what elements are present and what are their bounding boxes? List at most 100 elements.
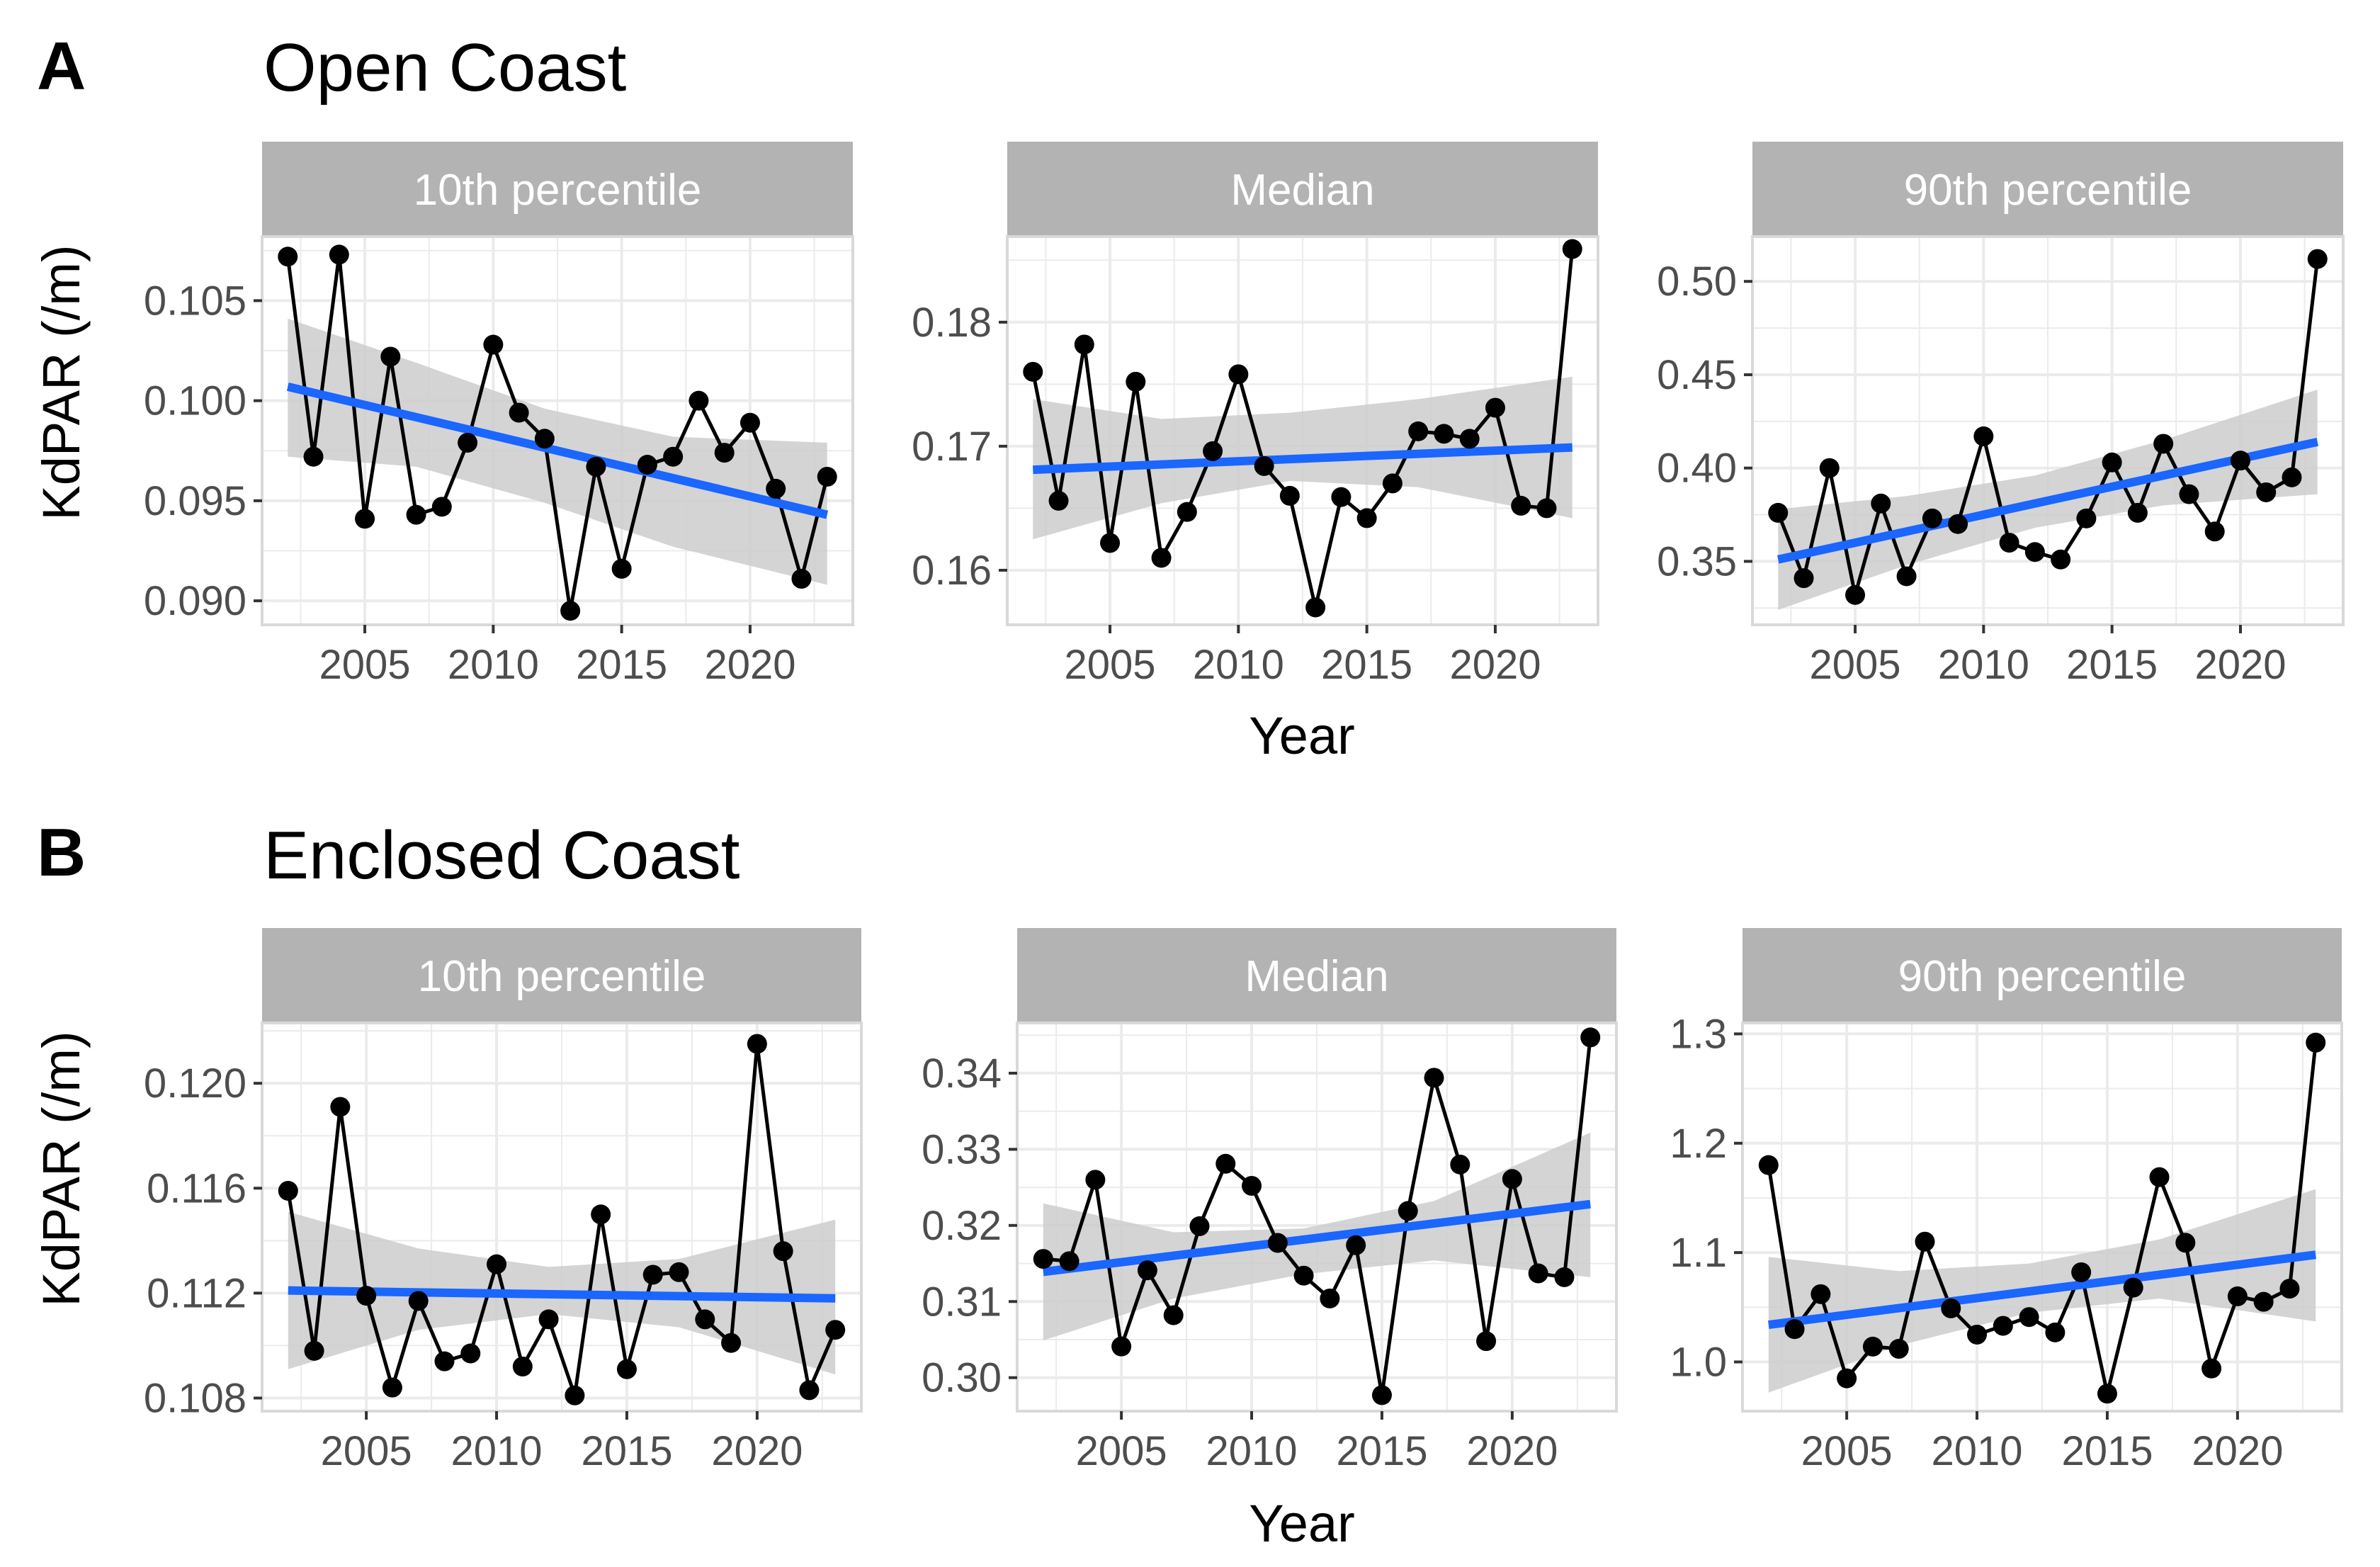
data-point bbox=[1203, 441, 1223, 461]
data-point bbox=[509, 402, 529, 423]
data-point bbox=[2019, 1307, 2039, 1328]
trend-line bbox=[1768, 1250, 2316, 1330]
x-tick-label: 2010 bbox=[451, 1428, 543, 1474]
data-point bbox=[356, 1286, 377, 1306]
x-tick-label: 2005 bbox=[1076, 1428, 1167, 1474]
panel-border bbox=[1751, 235, 2345, 626]
y-tick-label: 0.35 bbox=[1657, 538, 1737, 584]
data-point bbox=[1434, 424, 1454, 444]
data-point bbox=[2102, 452, 2122, 473]
data-point bbox=[2179, 484, 2199, 504]
y-tick-label: 0.33 bbox=[922, 1126, 1002, 1172]
y-tick-label: 0.16 bbox=[912, 548, 992, 594]
data-point bbox=[616, 1359, 637, 1379]
y-tick-label: 1.2 bbox=[1670, 1121, 1727, 1167]
x-tick-label: 2010 bbox=[1938, 642, 2029, 688]
data-point bbox=[1511, 495, 1531, 516]
data-point bbox=[2153, 434, 2174, 454]
data-point bbox=[747, 1034, 767, 1054]
data-point bbox=[791, 569, 812, 589]
data-point bbox=[408, 1291, 429, 1311]
panel-open-coast-median: Median 2005 2010 2015 2020 0.16 0.17 0.18 bbox=[912, 142, 1599, 688]
data-point bbox=[1228, 364, 1249, 385]
data-point bbox=[1476, 1331, 1497, 1352]
facet-strip-label: Median bbox=[1230, 166, 1374, 215]
trend-line bbox=[1033, 443, 1572, 475]
x-tick-label: 2020 bbox=[2194, 642, 2286, 688]
data-point bbox=[2123, 1277, 2143, 1298]
section-title-enclosed-coast: Enclosed Coast bbox=[264, 818, 740, 893]
data-point bbox=[329, 244, 349, 265]
data-point bbox=[1189, 1216, 1210, 1236]
x-tick-label: 2005 bbox=[319, 642, 411, 688]
data-point bbox=[2306, 1032, 2326, 1053]
data-point bbox=[512, 1357, 533, 1377]
data-point bbox=[1941, 1298, 1961, 1318]
y-tick-label: 0.120 bbox=[144, 1060, 246, 1107]
x-tick-label: 2010 bbox=[1193, 642, 1284, 688]
y-tick-label: 0.100 bbox=[144, 378, 246, 424]
data-point bbox=[1320, 1288, 1340, 1308]
data-point bbox=[1888, 1339, 1909, 1359]
trend-line bbox=[1043, 1199, 1591, 1277]
data-point bbox=[431, 497, 452, 517]
y-tick-label: 0.40 bbox=[1657, 446, 1737, 492]
data-point bbox=[1111, 1336, 1132, 1357]
y-tick-label: 0.112 bbox=[147, 1270, 246, 1316]
data-point bbox=[1536, 498, 1557, 519]
data-point bbox=[2253, 1291, 2274, 1312]
data-point bbox=[1948, 514, 1968, 534]
data-point bbox=[1023, 361, 1043, 382]
y-tick-label: 0.32 bbox=[922, 1203, 1002, 1249]
data-point bbox=[1862, 1336, 1883, 1357]
data-point bbox=[2204, 521, 2225, 542]
data-point bbox=[2202, 1358, 2222, 1379]
data-point bbox=[2307, 249, 2328, 269]
data-point bbox=[278, 247, 298, 267]
x-tick-label: 2020 bbox=[704, 642, 795, 688]
y-tick-label: 0.45 bbox=[1657, 352, 1737, 398]
data-point bbox=[1528, 1263, 1548, 1284]
data-point bbox=[1973, 426, 1994, 446]
x-tick-label: 2010 bbox=[1932, 1428, 2023, 1474]
data-point bbox=[2045, 1322, 2066, 1342]
data-point bbox=[1331, 487, 1352, 507]
data-point bbox=[1424, 1068, 1444, 1088]
data-point bbox=[721, 1333, 742, 1353]
data-point bbox=[2127, 502, 2148, 523]
panel-open-coast-90th-percentile: 90th percentile 2005 2010 2015 2020 0.35 0.40 0… bbox=[1657, 142, 2345, 688]
data-point bbox=[1371, 1385, 1392, 1405]
data-point bbox=[2149, 1167, 2170, 1187]
x-tick-label: 2015 bbox=[1336, 1428, 1427, 1474]
trend-line bbox=[1776, 437, 2319, 564]
panel-border bbox=[261, 235, 854, 626]
data-point bbox=[1398, 1201, 1418, 1221]
data-point bbox=[1293, 1265, 1314, 1286]
y-tick-label: 1.1 bbox=[1670, 1230, 1727, 1276]
data-point bbox=[355, 509, 375, 529]
data-point bbox=[1896, 566, 1917, 587]
data-point bbox=[406, 504, 426, 525]
data-point bbox=[1100, 533, 1121, 553]
data-point bbox=[1346, 1235, 1366, 1255]
facet-strip-label: 90th percentile bbox=[1904, 166, 2192, 215]
facet-strip bbox=[262, 142, 853, 237]
facet-strip-label: 10th percentile bbox=[418, 952, 706, 1001]
data-point bbox=[817, 466, 837, 487]
data-point bbox=[1279, 485, 1300, 506]
data-point bbox=[1819, 458, 1840, 478]
panel-border bbox=[261, 1022, 863, 1413]
y-tick-label: 0.18 bbox=[912, 300, 992, 346]
data-point bbox=[799, 1380, 820, 1401]
data-point bbox=[1267, 1233, 1288, 1253]
y-tick-label: 1.3 bbox=[1670, 1011, 1727, 1057]
data-point bbox=[714, 443, 735, 463]
x-tick-label: 2015 bbox=[2061, 1428, 2153, 1474]
panel-enclosed-coast-median: Median 2005 2010 2015 2020 0.30 0.31 0.32 0.33 0.… bbox=[922, 928, 1618, 1474]
data-point bbox=[1784, 1319, 1805, 1340]
data-point bbox=[458, 432, 478, 453]
data-point bbox=[1999, 533, 2019, 553]
data-point bbox=[2230, 451, 2250, 471]
data-point bbox=[1137, 1260, 1157, 1281]
